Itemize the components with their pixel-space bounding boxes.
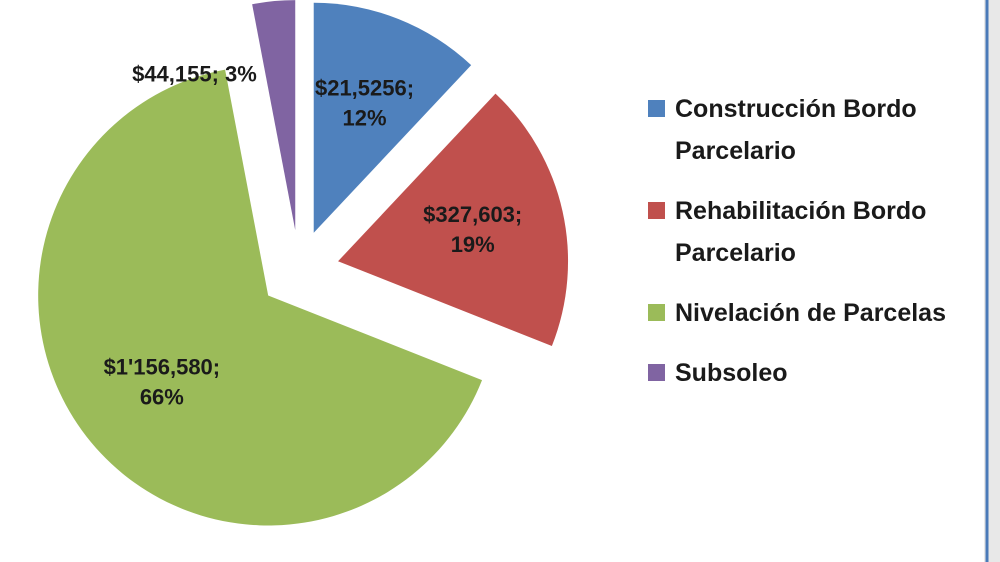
data-label-line: $1'156,580;: [104, 354, 221, 379]
legend-label: Nivelación de Parcelas: [675, 299, 946, 327]
legend-swatch: [648, 100, 665, 117]
legend-item: Nivelación de Parcelas: [648, 292, 978, 334]
data-label-line: 66%: [140, 384, 184, 409]
legend-swatch: [648, 202, 665, 219]
legend-item: Subsoleo: [648, 352, 978, 394]
data-label-line: $327,603;: [423, 202, 522, 227]
legend-swatch: [648, 364, 665, 381]
pie-slice: [38, 69, 483, 526]
legend: Construcción Bordo Parcelario Rehabilitac…: [648, 88, 978, 412]
data-label: $327,603; 19%: [423, 202, 522, 257]
data-label: $44,155; 3%: [132, 61, 257, 86]
pie-slice: [338, 93, 569, 346]
pie-slice: [313, 2, 472, 233]
legend-item: Rehabilitación Bordo Parcelario: [648, 190, 978, 274]
legend-label: Subsoleo: [675, 359, 788, 387]
data-label: $21,5256; 12%: [315, 75, 414, 130]
pie-slice: [252, 0, 296, 231]
data-label: $1'156,580; 66%: [104, 354, 221, 409]
legend-item: Construcción Bordo Parcelario: [648, 88, 978, 172]
legend-label: Rehabilitación Bordo Parcelario: [675, 197, 927, 267]
data-label-line: 12%: [343, 105, 387, 130]
legend-label: Construcción Bordo Parcelario: [675, 95, 917, 165]
data-label-line: $21,5256;: [315, 75, 414, 100]
data-label-line: 19%: [451, 232, 495, 257]
legend-swatch: [648, 304, 665, 321]
